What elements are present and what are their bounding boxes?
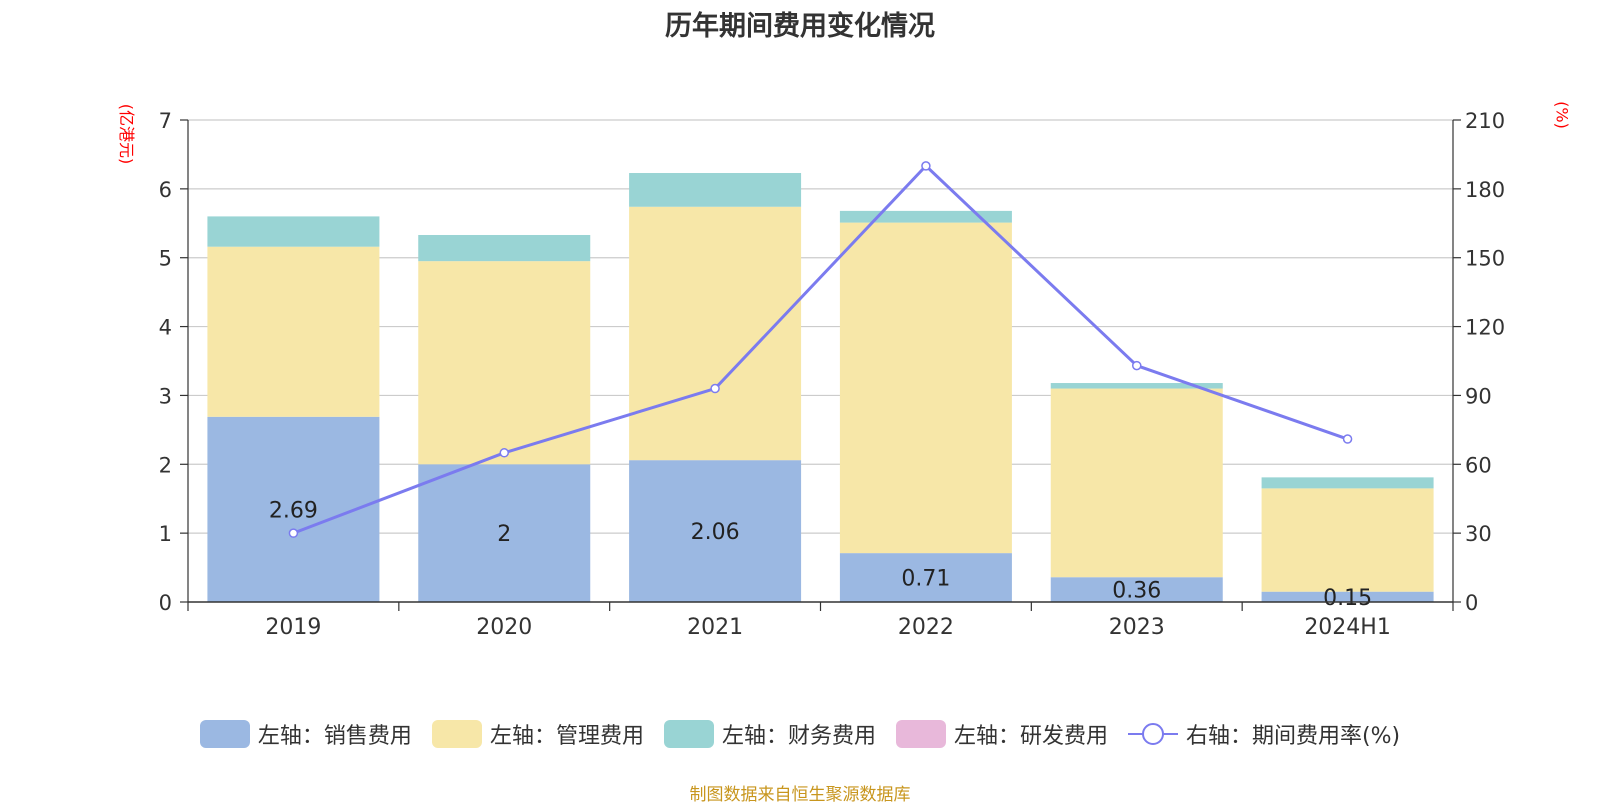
legend: 左轴：销售费用 左轴：管理费用 左轴：财务费用 左轴：研发费用 右轴：期间费用率… [0,718,1600,750]
left-axis-tick-label: 7 [159,109,172,133]
data-label-sales: 0.15 [1323,586,1372,611]
ratio-point [710,383,720,394]
legend-label-finance: 左轴：财务费用 [721,724,876,749]
bar-finance [418,234,591,262]
right-axis-tick-label: 150 [1465,247,1505,271]
legend-item-sales[interactable]: 左轴：销售费用 [199,718,412,750]
bar-admin [1261,488,1434,592]
legend-swatch-ratio [1127,723,1178,745]
bar-sales [418,464,591,602]
left-axis-tick-label: 2 [159,453,172,477]
legend-label-sales: 左轴：销售费用 [257,724,412,749]
chart-title: 历年期间费用变化情况 [665,11,935,42]
data-source-note: 制图数据来自恒生聚源数据库 [689,785,911,805]
x-axis-tick-label: 2022 [898,615,954,640]
ratio-line [292,163,1349,535]
ratio-point [1342,434,1353,444]
legend-item-admin[interactable]: 左轴：管理费用 [431,718,644,750]
bar-admin [839,222,1012,554]
legend-label-admin: 左轴：管理费用 [489,724,644,749]
bar-finance [1261,477,1434,489]
legend-label-rnd: 左轴：研发费用 [953,724,1108,749]
data-label-sales: 2 [497,522,511,547]
legend-item-ratio[interactable]: 右轴：期间费用率(%) [1127,718,1401,750]
data-label-sales: 0.36 [1112,579,1161,604]
x-axis-tick-label: 2024H1 [1304,615,1391,640]
ratio-point [921,161,931,171]
bar-admin [418,261,591,465]
bar-finance [1050,383,1223,389]
ratio-point [288,528,299,538]
bar-sales [629,460,802,602]
legend-swatch-rnd [895,720,946,748]
bar-finance [629,173,802,207]
left-axis-tick-label: 0 [159,591,172,615]
right-axis-tick-label: 0 [1465,591,1478,615]
left-axis-tick-label: 5 [159,247,172,271]
legend-swatch-sales [199,720,250,748]
left-axis-tick-label: 3 [159,384,172,408]
left-axis-tick-label: 4 [159,316,172,340]
x-axis-tick-label: 2023 [1109,615,1165,640]
bar-sales [207,416,380,602]
legend-swatch-finance [663,720,714,748]
x-axis-tick-label: 2021 [687,615,743,640]
ratio-point [499,448,509,458]
legend-label-ratio: 右轴：期间费用率(%) [1185,724,1401,749]
bar-admin [629,206,802,461]
right-axis-tick-label: 30 [1465,522,1492,546]
right-axis-tick-label: 60 [1465,453,1492,477]
bar-admin [207,246,380,417]
data-label-sales: 0.71 [901,567,950,592]
data-label-sales: 2.69 [269,498,318,523]
right-axis-tick-label: 120 [1465,316,1505,340]
bar-admin [1050,388,1223,578]
legend-swatch-admin [431,720,482,748]
legend-item-finance[interactable]: 左轴：财务费用 [663,718,876,750]
right-axis-tick-label: 90 [1465,384,1492,408]
left-axis-tick-label: 1 [159,522,172,546]
data-label-sales: 2.06 [691,520,740,545]
right-axis-tick-label: 210 [1465,109,1505,133]
bar-sales [1050,577,1223,602]
x-axis-tick-label: 2019 [265,615,321,640]
x-axis-tick-label: 2020 [476,615,532,640]
bar-finance [207,216,380,247]
bar-sales [1261,591,1434,602]
bar-sales [839,553,1012,602]
left-axis-tick-label: 6 [159,178,172,202]
legend-item-rnd[interactable]: 左轴：研发费用 [895,718,1108,750]
bar-finance [839,210,1012,223]
ratio-point [1132,360,1142,371]
right-axis-tick-label: 180 [1465,178,1505,202]
